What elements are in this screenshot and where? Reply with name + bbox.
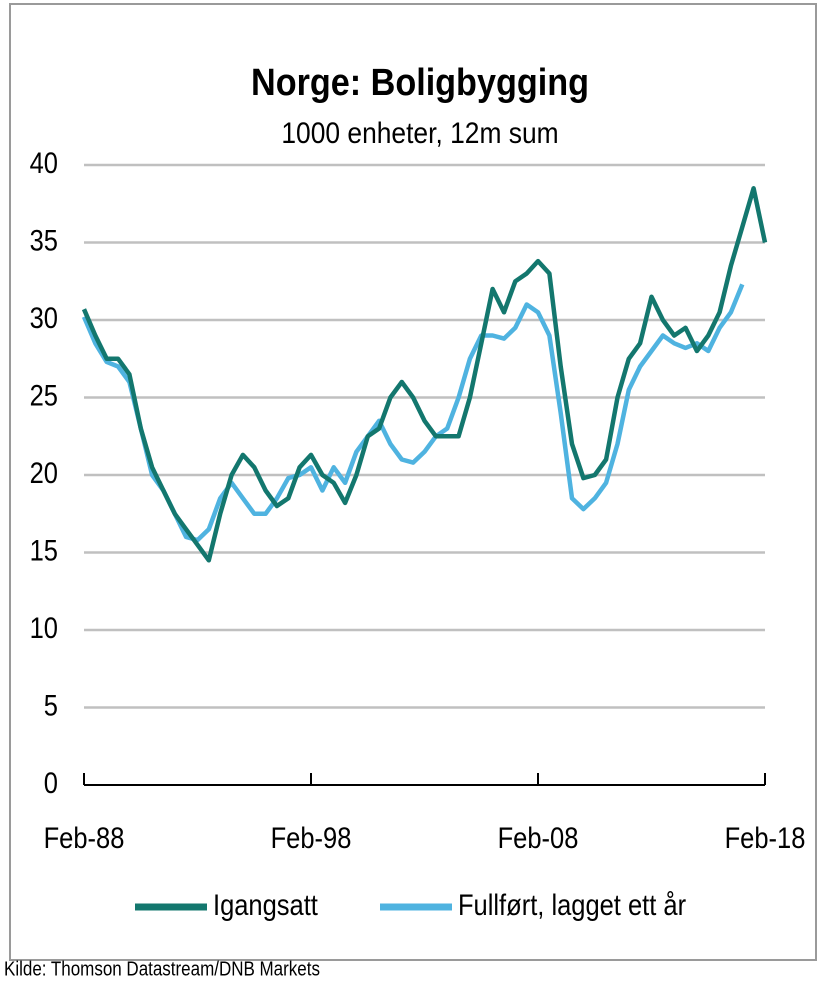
- y-tick-label: 15: [30, 533, 58, 566]
- series-line: [81, 186, 768, 563]
- y-tick-label: 10: [30, 611, 58, 644]
- legend-label: Fullført, lagget ett år: [458, 888, 686, 921]
- y-tick-label: 35: [30, 223, 58, 256]
- chart-subtitle: 1000 enheter, 12m sum: [281, 115, 558, 149]
- y-tick-label: 0: [44, 766, 58, 799]
- y-tick-label: 5: [44, 688, 58, 721]
- legend-label: Igangsatt: [213, 888, 318, 921]
- x-tick-label: Feb-88: [44, 821, 125, 854]
- chart-title: Norge: Boligbygging: [251, 60, 589, 103]
- x-tick-label: Feb-08: [498, 821, 579, 854]
- frame: [9, 3, 817, 961]
- source: Kilde: Thomson Datastream/DNB Markets: [4, 957, 320, 980]
- x-tick-label: Feb-18: [725, 821, 806, 854]
- y-tick-label: 30: [30, 301, 58, 334]
- x-tick-label: Feb-98: [271, 821, 352, 854]
- y-tick-label: 25: [30, 378, 58, 411]
- y-tick-label: 40: [30, 146, 58, 179]
- y-tick-label: 20: [30, 456, 58, 489]
